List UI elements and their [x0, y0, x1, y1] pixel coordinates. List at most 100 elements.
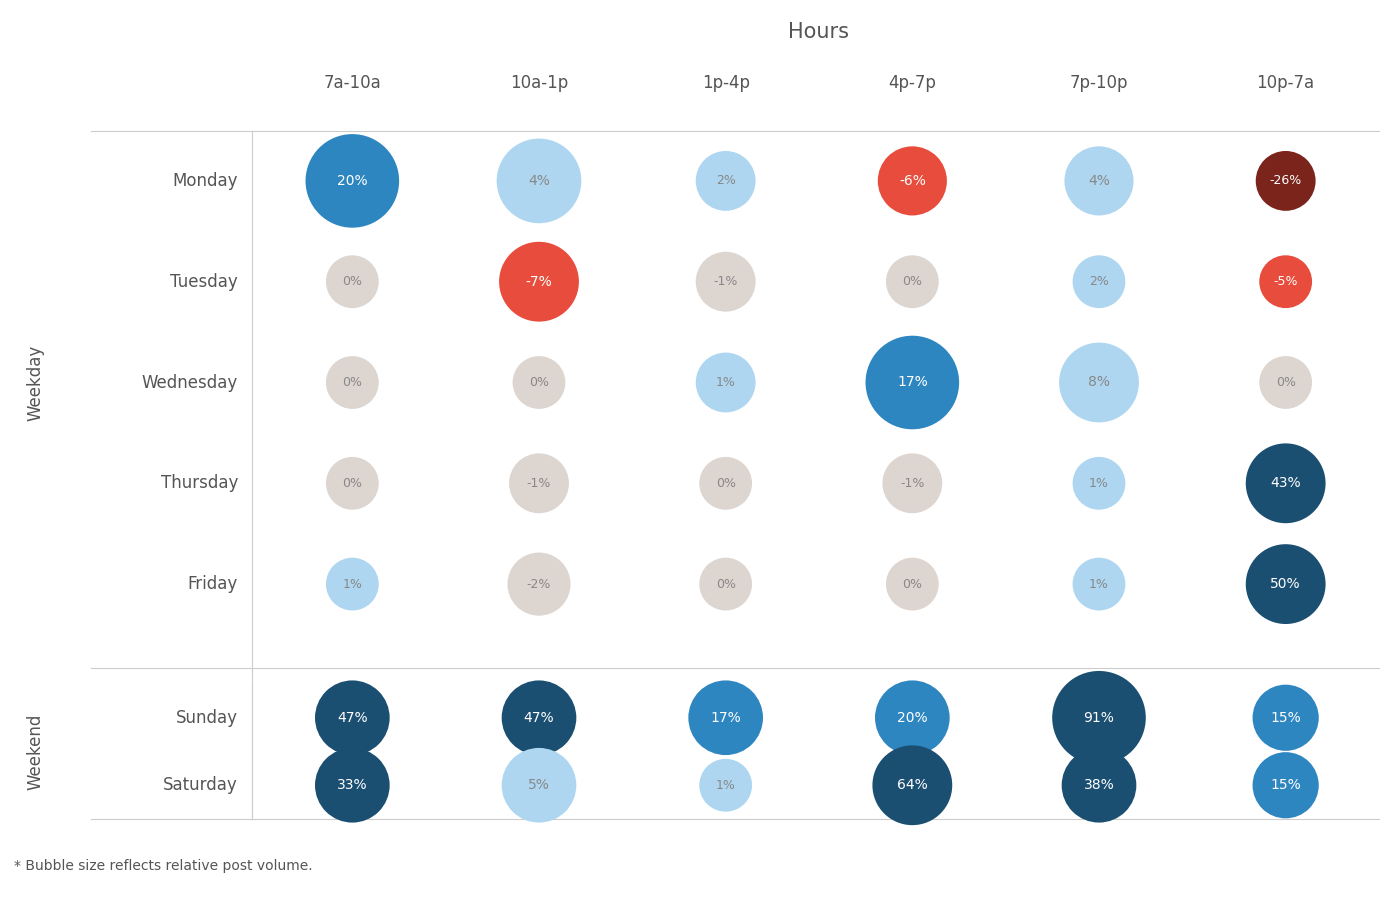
- Text: Weekend: Weekend: [27, 714, 43, 789]
- Text: -2%: -2%: [526, 578, 552, 590]
- Ellipse shape: [501, 680, 577, 755]
- Text: 0%: 0%: [715, 578, 735, 590]
- Text: 64%: 64%: [897, 778, 928, 792]
- Ellipse shape: [1072, 256, 1126, 308]
- Ellipse shape: [326, 457, 379, 509]
- Ellipse shape: [510, 454, 568, 513]
- Text: 4%: 4%: [1088, 174, 1110, 188]
- Text: 0%: 0%: [903, 275, 923, 288]
- Ellipse shape: [315, 748, 389, 823]
- Text: 17%: 17%: [710, 711, 741, 724]
- Text: Tuesday: Tuesday: [171, 273, 238, 291]
- Ellipse shape: [882, 454, 942, 513]
- Ellipse shape: [1259, 356, 1312, 409]
- Ellipse shape: [696, 353, 756, 412]
- Text: 1%: 1%: [1089, 578, 1109, 590]
- Text: -1%: -1%: [526, 477, 552, 490]
- Text: Friday: Friday: [188, 575, 238, 593]
- Text: 0%: 0%: [529, 376, 549, 389]
- Text: 8%: 8%: [1088, 375, 1110, 390]
- Text: 17%: 17%: [897, 375, 928, 390]
- Text: 20%: 20%: [337, 174, 368, 188]
- Ellipse shape: [1259, 256, 1312, 308]
- Text: 5%: 5%: [528, 778, 550, 792]
- Ellipse shape: [872, 745, 952, 825]
- Text: Sunday: Sunday: [176, 709, 238, 727]
- Ellipse shape: [1246, 444, 1326, 523]
- Ellipse shape: [1058, 343, 1140, 422]
- Ellipse shape: [1072, 457, 1126, 509]
- Text: 91%: 91%: [1084, 711, 1114, 724]
- Ellipse shape: [498, 242, 580, 321]
- Ellipse shape: [1253, 752, 1319, 818]
- Text: 2%: 2%: [715, 175, 735, 187]
- Ellipse shape: [507, 553, 571, 616]
- Text: Hours: Hours: [788, 22, 850, 41]
- Text: 7p-10p: 7p-10p: [1070, 74, 1128, 92]
- Text: 0%: 0%: [1275, 376, 1295, 389]
- Text: 1%: 1%: [343, 578, 363, 590]
- Ellipse shape: [1253, 685, 1319, 751]
- Ellipse shape: [326, 356, 379, 409]
- Ellipse shape: [865, 336, 959, 429]
- Text: 4%: 4%: [528, 174, 550, 188]
- Text: Monday: Monday: [172, 172, 238, 190]
- Text: 10p-7a: 10p-7a: [1257, 74, 1315, 92]
- Ellipse shape: [1064, 147, 1134, 215]
- Ellipse shape: [305, 134, 399, 228]
- Text: Thursday: Thursday: [161, 474, 238, 492]
- Ellipse shape: [1246, 544, 1326, 624]
- Text: 47%: 47%: [337, 711, 368, 724]
- Text: 43%: 43%: [1270, 476, 1301, 491]
- Text: -5%: -5%: [1274, 275, 1298, 288]
- Ellipse shape: [497, 139, 581, 223]
- Ellipse shape: [699, 457, 752, 509]
- Text: 50%: 50%: [1270, 577, 1301, 591]
- Text: 2%: 2%: [1089, 275, 1109, 288]
- Text: -7%: -7%: [525, 274, 553, 289]
- Ellipse shape: [696, 151, 756, 211]
- Text: -1%: -1%: [900, 477, 924, 490]
- Ellipse shape: [875, 680, 949, 755]
- Text: -1%: -1%: [714, 275, 738, 288]
- Ellipse shape: [878, 147, 946, 215]
- Text: -6%: -6%: [899, 174, 925, 188]
- Ellipse shape: [1061, 748, 1137, 823]
- Text: 0%: 0%: [343, 275, 363, 288]
- Text: Saturday: Saturday: [164, 776, 238, 795]
- Ellipse shape: [326, 558, 379, 610]
- Text: 0%: 0%: [903, 578, 923, 590]
- Text: 1p-4p: 1p-4p: [701, 74, 749, 92]
- Text: 1%: 1%: [1089, 477, 1109, 490]
- Text: Wednesday: Wednesday: [141, 374, 238, 392]
- Ellipse shape: [501, 748, 577, 823]
- Ellipse shape: [886, 256, 939, 308]
- Text: 1%: 1%: [715, 376, 735, 389]
- Text: 10a-1p: 10a-1p: [510, 74, 568, 92]
- Ellipse shape: [699, 759, 752, 812]
- Ellipse shape: [699, 558, 752, 610]
- Text: 20%: 20%: [897, 711, 928, 724]
- Ellipse shape: [1072, 558, 1126, 610]
- Text: 0%: 0%: [343, 376, 363, 389]
- Text: 0%: 0%: [343, 477, 363, 490]
- Text: 47%: 47%: [524, 711, 554, 724]
- Ellipse shape: [512, 356, 566, 409]
- Ellipse shape: [315, 680, 389, 755]
- Ellipse shape: [886, 558, 939, 610]
- Ellipse shape: [689, 680, 763, 755]
- Text: 0%: 0%: [715, 477, 735, 490]
- Ellipse shape: [696, 252, 756, 311]
- Text: 33%: 33%: [337, 778, 368, 792]
- Ellipse shape: [326, 256, 379, 308]
- Text: -26%: -26%: [1270, 175, 1302, 187]
- Text: Weekday: Weekday: [27, 345, 43, 420]
- Ellipse shape: [1256, 151, 1316, 211]
- Text: 1%: 1%: [715, 778, 735, 792]
- Text: 15%: 15%: [1270, 778, 1301, 792]
- Text: 7a-10a: 7a-10a: [323, 74, 381, 92]
- Text: * Bubble size reflects relative post volume.: * Bubble size reflects relative post vol…: [14, 859, 312, 873]
- Text: 38%: 38%: [1084, 778, 1114, 792]
- Ellipse shape: [1053, 671, 1145, 765]
- Text: 4p-7p: 4p-7p: [889, 74, 937, 92]
